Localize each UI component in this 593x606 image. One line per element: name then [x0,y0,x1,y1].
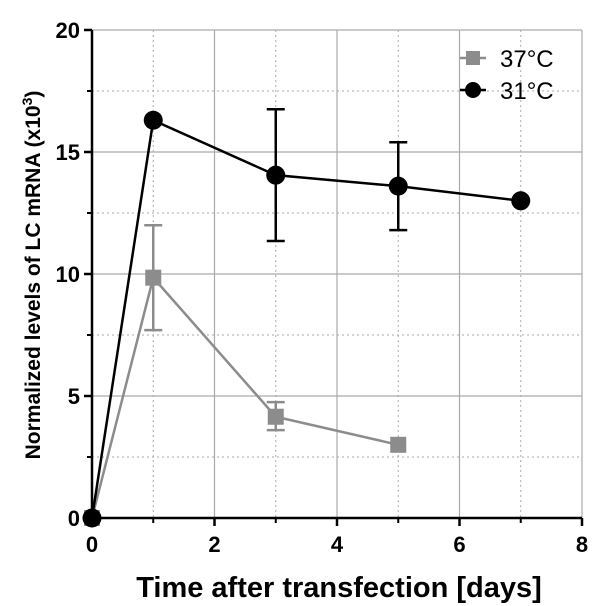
legend-marker-37c [466,51,480,65]
grid [92,29,583,518]
x-tick-label: 6 [453,532,465,557]
y-axis-title-main: Normalized levels of LC mRNA (x10 [22,105,45,459]
series-line-37c [90,275,399,519]
series-31c [82,108,531,528]
x-tick-label: 4 [331,532,344,557]
legend-item-31c: 31°C [460,78,554,105]
axes [84,28,584,526]
tick-labels: 0 5 10 15 20 0 2 4 6 8 [56,18,589,557]
x-tick-label: 8 [576,532,588,557]
legend-label-31c: 31°C [500,78,554,105]
x-axis-title: Time after transfection [days] [136,572,542,604]
y-tick-label: 10 [56,262,80,287]
y-axis-title-close: ) [22,91,45,98]
data-point-37c [267,408,284,425]
y-axis-title: Normalized levels of LC mRNA (x103) [19,91,45,460]
y-tick-label: 15 [56,140,80,165]
y-axis-title-sup: 3 [19,97,35,105]
y-tick-label: 5 [68,384,80,409]
legend-marker-31c [465,82,481,98]
legend-label-37c: 37°C [500,46,554,73]
y-tick-label: 0 [68,506,80,531]
x-tick-label: 2 [208,532,220,557]
x-tick-label: 0 [86,532,98,557]
data-point-31c [388,176,408,196]
plot-series [82,108,531,528]
data-point-31c [511,191,531,211]
y-tick-label: 20 [56,18,80,43]
series-line-31c [90,118,521,519]
series-37c [84,223,407,526]
data-point-37c [390,436,407,453]
data-point-31c [143,110,163,130]
legend-item-37c: 37°C [460,46,554,73]
data-point-37c [145,269,162,286]
data-point-31c [266,165,286,185]
legend: 37°C 31°C [460,46,554,105]
